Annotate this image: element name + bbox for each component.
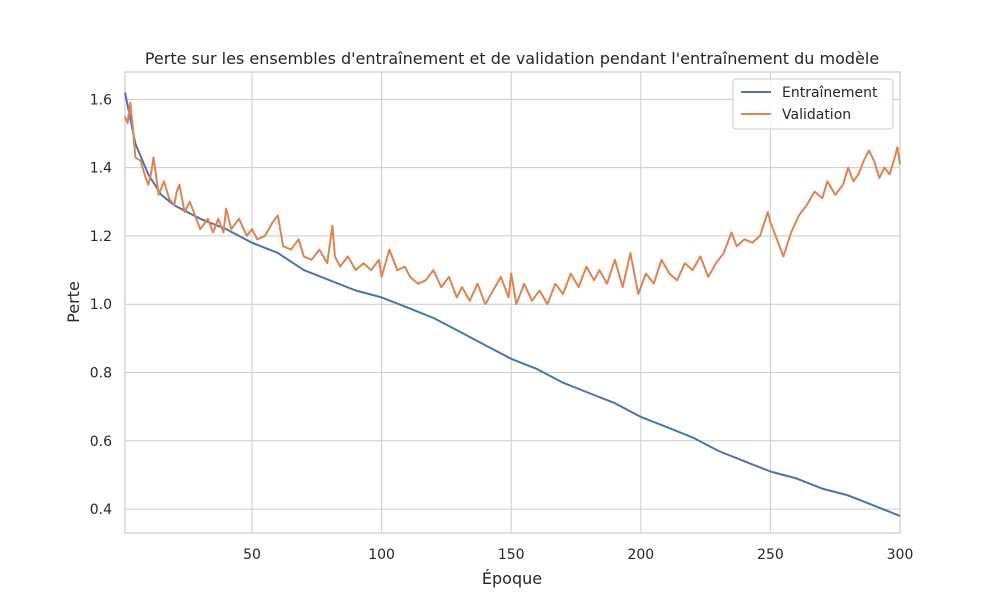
chart-title: Perte sur les ensembles d'entraînement e… (145, 49, 879, 68)
y-tick-label: 1.2 (90, 229, 112, 245)
x-tick-label: 200 (627, 547, 654, 563)
x-tick-label: 50 (243, 547, 261, 563)
y-tick-label: 0.8 (90, 366, 112, 382)
series-line-entrainement (124, 92, 901, 517)
x-tick-label: 150 (498, 547, 525, 563)
x-tick-label: 250 (757, 547, 784, 563)
y-tick-label: 0.4 (90, 502, 112, 518)
series-lines (124, 92, 901, 517)
x-axis-label: Époque (482, 569, 542, 588)
legend: Entraînement Validation (732, 78, 894, 130)
y-axis-label: Perte (64, 281, 83, 323)
legend-label-validation: Validation (782, 107, 851, 123)
legend-box (732, 78, 894, 130)
legend-label-entrainement: Entraînement (782, 85, 878, 101)
grid (125, 72, 901, 533)
plot-frame (124, 71, 901, 534)
tick-labels: 50 100 150 200 250 300 0.4 0.6 0.8 1.0 1.2 1.4 1.6 (90, 92, 914, 563)
series-line-validation (124, 101, 901, 306)
y-tick-label: 1.6 (90, 92, 112, 108)
y-tick-label: 1.0 (90, 297, 112, 313)
y-tick-label: 0.6 (90, 434, 112, 450)
y-tick-label: 1.4 (90, 161, 112, 177)
x-tick-label: 300 (887, 547, 914, 563)
x-tick-label: 100 (368, 547, 395, 563)
